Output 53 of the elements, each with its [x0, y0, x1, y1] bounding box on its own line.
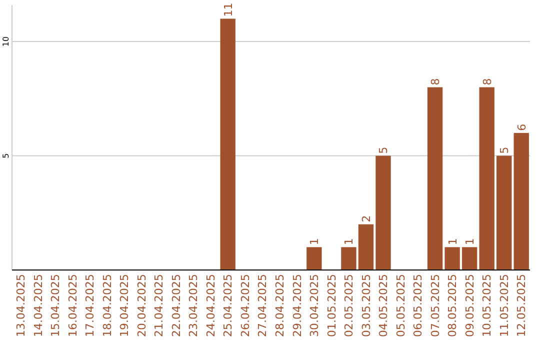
data-label: 5: [377, 146, 390, 154]
x-tick-label: 07.05.2025: [428, 274, 442, 337]
x-tick-label: 06.05.2025: [412, 274, 425, 337]
x-tick-label: 11.05.2025: [498, 274, 511, 337]
data-label: 1: [342, 238, 356, 246]
data-label: 5: [498, 146, 512, 154]
x-tick-label: 19.04.2025: [118, 274, 132, 337]
bar: [358, 224, 374, 270]
x-tick-label: 14.04.2025: [32, 274, 45, 337]
bar: [496, 156, 512, 270]
x-tick-label: 04.05.2025: [377, 274, 390, 337]
x-tick-label: 30.04.2025: [308, 274, 322, 337]
bar: [376, 156, 391, 270]
data-label: 8: [480, 78, 494, 86]
x-tick-label: 20.04.2025: [135, 274, 148, 337]
bar: [427, 87, 443, 270]
x-tick-label: 27.04.2025: [256, 274, 270, 337]
bar: [479, 87, 494, 270]
x-tick-label: 29.04.2025: [290, 274, 304, 337]
x-tick-label: 03.05.2025: [360, 274, 373, 337]
data-label: 11: [222, 2, 235, 17]
bar: [444, 247, 460, 270]
data-label: 1: [308, 238, 322, 246]
data-label: 2: [360, 215, 373, 222]
data-label: 8: [429, 78, 442, 86]
x-tick-label: 15.04.2025: [49, 274, 62, 337]
x-tick-label: 18.04.2025: [100, 274, 114, 337]
x-tick-label: 10.05.2025: [480, 274, 494, 337]
x-tick-label: 08.05.2025: [446, 274, 460, 337]
x-tick-label: 05.05.2025: [394, 274, 408, 337]
x-tick-label: 24.04.2025: [204, 274, 218, 337]
bar: [462, 247, 478, 270]
x-tick-label: 17.04.2025: [84, 274, 97, 337]
x-tick-label: 02.05.2025: [342, 274, 356, 337]
x-tick-label: 21.04.2025: [152, 274, 166, 337]
x-tick-label: 16.04.2025: [66, 274, 80, 337]
data-label: 6: [515, 124, 528, 131]
x-tick-label: 23.04.2025: [187, 274, 200, 337]
x-tick-label: 09.05.2025: [463, 274, 476, 337]
x-tick-label: 01.05.2025: [325, 274, 338, 337]
bar: [514, 132, 529, 270]
x-tick-label: 25.04.2025: [222, 274, 235, 337]
bar: [220, 18, 236, 270]
x-tick-label: 22.04.2025: [170, 274, 183, 337]
y-tick-label: 10: [1, 36, 10, 47]
x-tick-label: 26.04.2025: [238, 274, 252, 337]
data-label: 1: [464, 238, 477, 246]
x-tick-label: 12.05.2025: [515, 274, 528, 337]
x-tick-label: 28.04.2025: [273, 274, 286, 337]
x-tick-label: 13.04.2025: [14, 274, 28, 337]
bar: [341, 247, 356, 270]
bar: [306, 247, 322, 270]
data-label: 1: [446, 238, 460, 246]
